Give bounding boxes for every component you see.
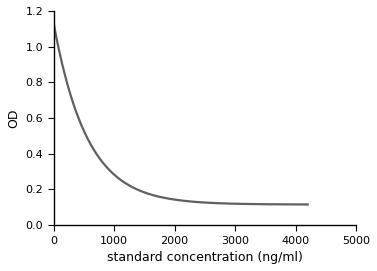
Y-axis label: OD: OD: [7, 108, 20, 128]
X-axis label: standard concentration (ng/ml): standard concentration (ng/ml): [107, 251, 303, 264]
